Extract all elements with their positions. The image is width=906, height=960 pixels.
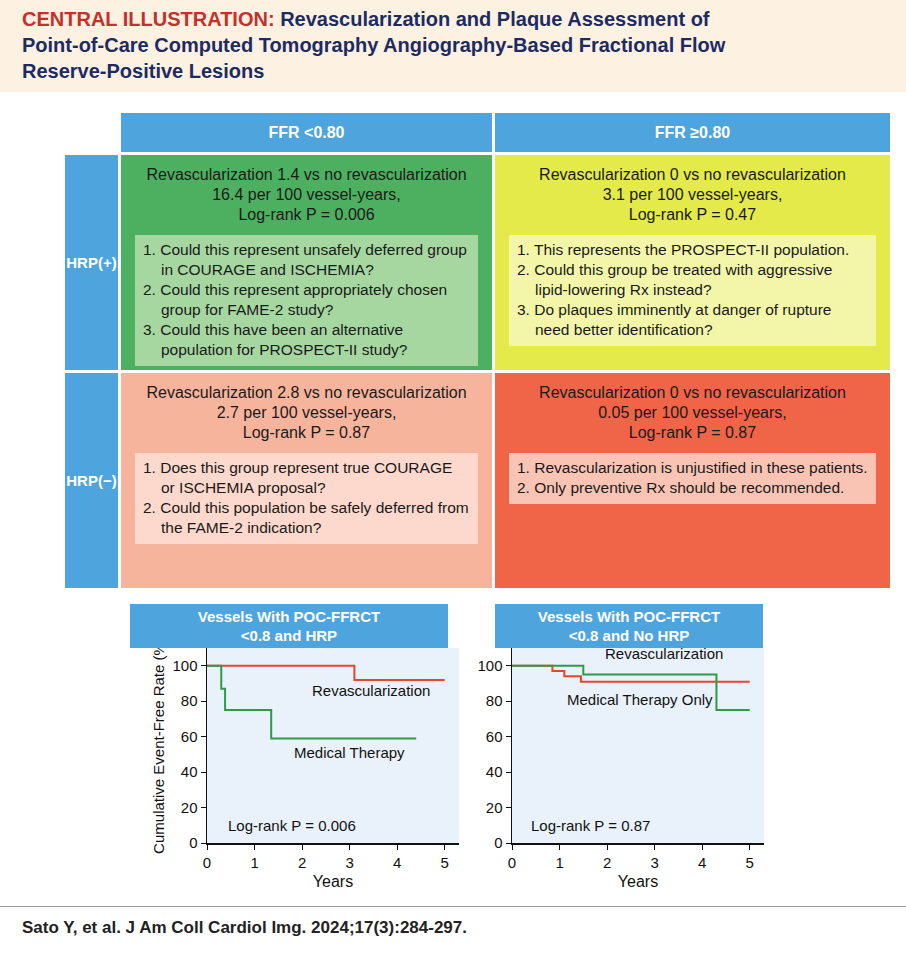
svg-text:100: 100 bbox=[477, 657, 502, 674]
svg-text:60: 60 bbox=[486, 728, 503, 745]
svg-text:Years: Years bbox=[618, 873, 658, 890]
svg-text:4: 4 bbox=[393, 854, 401, 871]
html-text:2. Only preventive Rx should b: 2. Only preventive Rx should be recommen… bbox=[517, 479, 845, 496]
html-text:2. Could this represent approp: 2. Could this represent appropriately ch… bbox=[143, 281, 448, 318]
svg-text:Revascularization: Revascularization bbox=[605, 648, 723, 662]
svg-text:5: 5 bbox=[441, 854, 449, 871]
svg-text:5: 5 bbox=[746, 854, 754, 871]
html-text:HRP(−): HRP(−) bbox=[66, 472, 117, 489]
html-text:1. This represents the PROSPEC: 1. This represents the PROSPECT-II popul… bbox=[517, 241, 850, 258]
svg-text:0: 0 bbox=[494, 834, 502, 851]
svg-text:Log-rank P = 0.006: Log-rank P = 0.006 bbox=[228, 817, 356, 834]
svg-text:3: 3 bbox=[345, 854, 353, 871]
svg-text:60: 60 bbox=[181, 728, 198, 745]
svg-text:0: 0 bbox=[508, 854, 516, 871]
html-text:2.7 per 100 vessel-years,: 2.7 per 100 vessel-years, bbox=[216, 404, 397, 421]
html-text:16.4 per 100 vessel-years,: 16.4 per 100 vessel-years, bbox=[212, 186, 401, 203]
svg-text:Revascularization: Revascularization bbox=[312, 682, 430, 699]
html-text:FFR <0.80: FFR <0.80 bbox=[268, 123, 345, 141]
html-text:3.1 per 100 vessel-years,: 3.1 per 100 vessel-years, bbox=[602, 186, 783, 203]
html-text:2. Could this population be sa: 2. Could this population be safely defer… bbox=[143, 499, 469, 536]
html-text:0.05 per 100 vessel-years,: 0.05 per 100 vessel-years, bbox=[598, 404, 787, 421]
svg-text:100: 100 bbox=[172, 657, 197, 674]
svg-text:0: 0 bbox=[189, 834, 197, 851]
html-text:Point-of-Care Computed Tomogra: Point-of-Care Computed Tomography Angiog… bbox=[22, 34, 726, 56]
svg-text:Years: Years bbox=[313, 873, 353, 890]
html-text:3. Do plaques imminently at da: 3. Do plaques imminently at danger of ru… bbox=[517, 301, 832, 338]
html-text:3. Could this have been an alt: 3. Could this have been an alternative p… bbox=[143, 321, 408, 358]
html-text:FFR ≥0.80: FFR ≥0.80 bbox=[654, 123, 731, 141]
html-text:CENTRAL ILLUSTRATION: Revascul: CENTRAL ILLUSTRATION: Revascularization … bbox=[22, 8, 710, 30]
html-text:Log-rank P = 0.006: Log-rank P = 0.006 bbox=[238, 206, 375, 223]
html-text:Log-rank P = 0.47: Log-rank P = 0.47 bbox=[628, 206, 757, 223]
html-text:1. Does this group represent t: 1. Does this group represent true COURAG… bbox=[143, 459, 453, 496]
svg-text:20: 20 bbox=[181, 799, 198, 816]
svg-text:0: 0 bbox=[203, 854, 211, 871]
html-text:Log-rank P = 0.87: Log-rank P = 0.87 bbox=[242, 424, 371, 441]
svg-text:4: 4 bbox=[698, 854, 706, 871]
svg-text:Log-rank P = 0.87: Log-rank P = 0.87 bbox=[531, 817, 650, 834]
html-text:1. Could this represent unsafe: 1. Could this represent unsafely deferre… bbox=[143, 241, 467, 278]
svg-text:Medical Therapy Only: Medical Therapy Only bbox=[567, 691, 713, 708]
html-text:Vessels With POC-FFRCT: Vessels With POC-FFRCT bbox=[537, 608, 721, 625]
svg-text:2: 2 bbox=[603, 854, 611, 871]
svg-text:Cumulative Event-Free Rate (%): Cumulative Event-Free Rate (%) bbox=[150, 648, 167, 854]
svg-text:2: 2 bbox=[298, 854, 306, 871]
html-text:Sato Y, et al. J Am Coll Cardi: Sato Y, et al. J Am Coll Cardiol Img. 20… bbox=[22, 918, 467, 937]
svg-text:3: 3 bbox=[650, 854, 658, 871]
html-text:1. Revascularization is unjust: 1. Revascularization is unjustified in t… bbox=[517, 459, 868, 476]
html-text:2. Could this group be treated: 2. Could this group be treated with aggr… bbox=[517, 261, 833, 298]
html-text:Revascularization 1.4 vs no re: Revascularization 1.4 vs no revasculariz… bbox=[146, 166, 467, 183]
html-text:Revascularization 0 vs no reva: Revascularization 0 vs no revascularizat… bbox=[539, 384, 846, 401]
html-text:Vessels With POC-FFRCT: Vessels With POC-FFRCT bbox=[197, 608, 381, 625]
svg-text:1: 1 bbox=[250, 854, 258, 871]
html-text:Revascularization 0 vs no reva: Revascularization 0 vs no revascularizat… bbox=[539, 166, 846, 183]
html-text:HRP(+): HRP(+) bbox=[66, 254, 117, 271]
svg-text:40: 40 bbox=[181, 763, 198, 780]
svg-text:20: 20 bbox=[486, 799, 503, 816]
html-text:<0.8 and No HRP: <0.8 and No HRP bbox=[568, 627, 690, 644]
html-text:Log-rank P = 0.87: Log-rank P = 0.87 bbox=[628, 424, 757, 441]
svg-text:80: 80 bbox=[181, 692, 198, 709]
svg-text:1: 1 bbox=[555, 854, 563, 871]
svg-text:Medical Therapy: Medical Therapy bbox=[294, 744, 405, 761]
html-text:Reserve-Positive Lesions: Reserve-Positive Lesions bbox=[22, 60, 265, 82]
svg-text:40: 40 bbox=[486, 763, 503, 780]
svg-text:80: 80 bbox=[486, 692, 503, 709]
html-text:Revascularization 2.8 vs no re: Revascularization 2.8 vs no revasculariz… bbox=[146, 384, 467, 401]
html-text:<0.8 and HRP: <0.8 and HRP bbox=[240, 627, 338, 644]
